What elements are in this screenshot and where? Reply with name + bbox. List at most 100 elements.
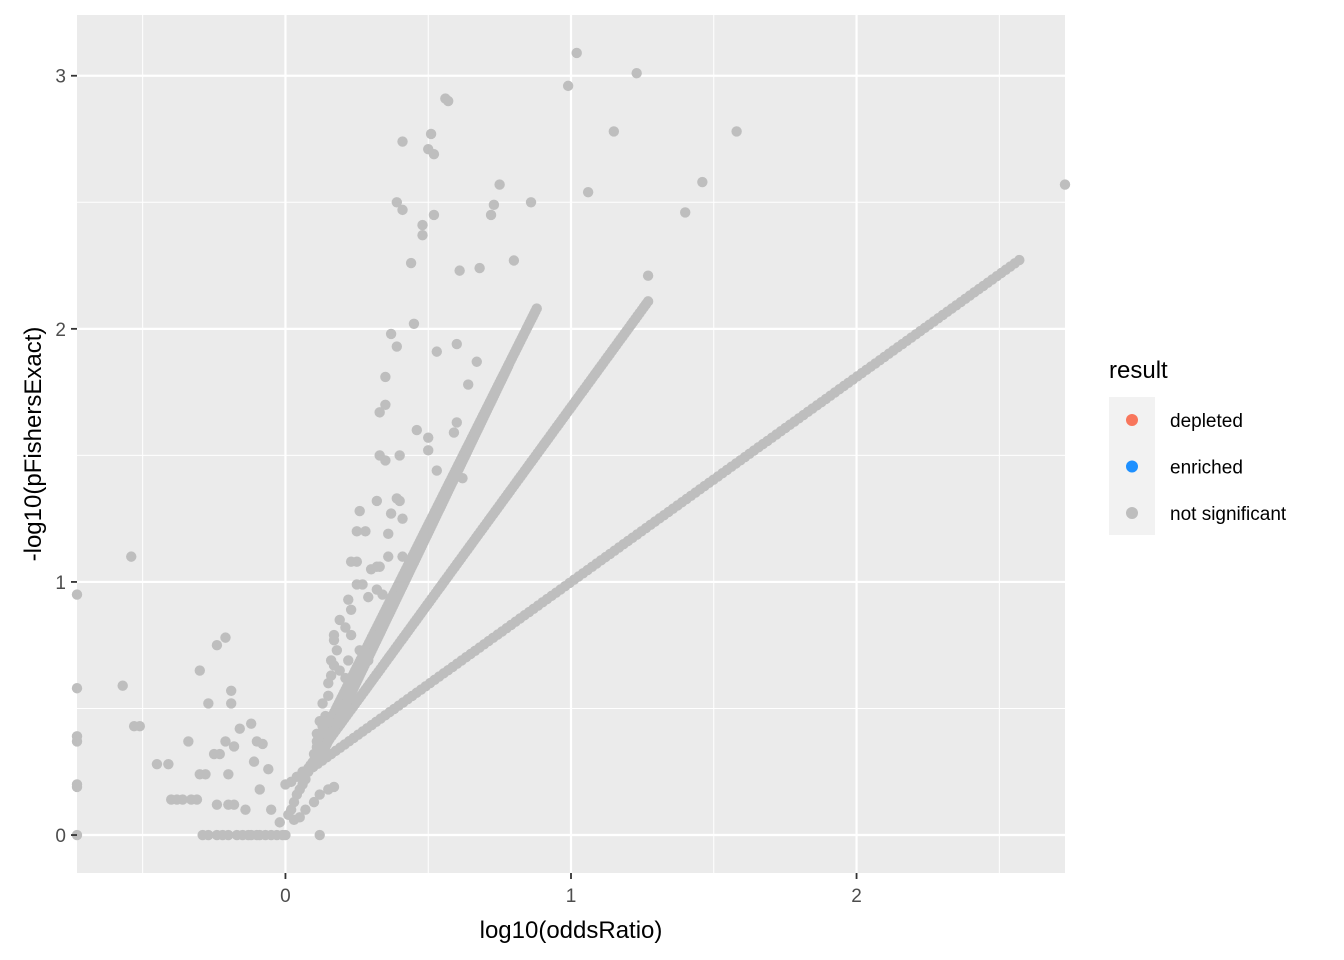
data-point xyxy=(405,257,417,269)
data-point xyxy=(220,736,231,747)
data-point xyxy=(451,338,462,350)
legend-key xyxy=(1126,414,1138,426)
data-point xyxy=(642,296,654,307)
data-point xyxy=(328,634,340,646)
data-point xyxy=(228,799,240,810)
data-point xyxy=(642,270,654,281)
data-point xyxy=(194,665,205,676)
y-tick-label: 2 xyxy=(55,320,66,341)
data-point xyxy=(345,629,357,641)
y-tick-label: 0 xyxy=(55,826,66,847)
data-point xyxy=(397,204,408,216)
data-point xyxy=(582,186,594,198)
data-point xyxy=(240,804,251,815)
data-point xyxy=(151,758,163,770)
data-point xyxy=(163,758,174,770)
data-point xyxy=(380,399,391,410)
data-point xyxy=(274,817,285,828)
y-axis: 0 1 2 3 xyxy=(55,67,77,847)
data-point xyxy=(408,318,420,329)
data-point xyxy=(203,698,214,709)
data-point xyxy=(214,748,225,760)
data-point xyxy=(294,812,305,823)
data-point xyxy=(340,622,351,633)
data-point xyxy=(263,764,274,775)
data-point xyxy=(351,579,363,590)
data-point xyxy=(448,427,460,438)
y-axis-title: -log10(pFishersExact) xyxy=(20,327,47,562)
data-point xyxy=(631,68,642,79)
data-point xyxy=(488,199,500,211)
x-tick-label: 0 xyxy=(280,886,291,907)
data-point xyxy=(417,229,428,241)
data-point xyxy=(423,445,434,456)
data-point xyxy=(428,209,440,221)
data-point xyxy=(331,645,343,656)
data-point xyxy=(280,829,291,841)
data-point xyxy=(71,589,83,600)
data-point xyxy=(223,829,234,841)
data-point xyxy=(314,829,325,841)
data-point xyxy=(334,665,345,676)
data-point xyxy=(365,564,377,575)
y-tick-label: 3 xyxy=(55,67,66,88)
data-point xyxy=(443,95,454,107)
data-point xyxy=(345,604,357,615)
data-point xyxy=(394,450,405,461)
y-tick-label: 1 xyxy=(55,573,66,594)
data-point xyxy=(211,799,223,810)
data-point xyxy=(345,556,357,567)
data-point xyxy=(280,779,291,790)
data-point xyxy=(71,781,83,793)
data-point xyxy=(191,794,203,805)
data-point xyxy=(391,197,403,208)
data-point xyxy=(317,698,328,709)
legend-label: not significant xyxy=(1170,504,1287,525)
data-point xyxy=(425,128,437,140)
data-point xyxy=(211,640,223,651)
legend-title: result xyxy=(1109,357,1168,384)
data-point xyxy=(697,176,708,188)
data-point xyxy=(200,769,211,780)
data-point xyxy=(343,655,354,666)
legend-label: depleted xyxy=(1170,411,1243,432)
data-point xyxy=(371,495,383,507)
data-point xyxy=(248,756,260,767)
data-point xyxy=(383,528,394,540)
data-point xyxy=(360,526,371,537)
data-point xyxy=(731,126,742,137)
data-point xyxy=(608,126,620,137)
data-point xyxy=(463,379,474,390)
data-point xyxy=(562,80,574,92)
data-point xyxy=(383,551,394,562)
data-point xyxy=(354,505,365,517)
data-point xyxy=(134,721,146,732)
data-point xyxy=(431,346,442,357)
data-point xyxy=(328,781,340,793)
data-point xyxy=(417,219,428,231)
data-point xyxy=(680,207,691,218)
x-tick-label: 1 xyxy=(566,886,577,907)
data-point xyxy=(323,690,334,702)
data-point xyxy=(474,262,485,274)
data-point xyxy=(451,417,462,428)
data-point xyxy=(308,796,320,808)
data-point xyxy=(265,804,277,815)
data-point xyxy=(323,677,334,689)
data-point xyxy=(374,407,385,418)
data-point xyxy=(183,736,194,747)
data-point xyxy=(431,465,442,476)
x-tick-label: 2 xyxy=(851,886,862,907)
legend-label: enriched xyxy=(1170,458,1243,479)
data-point xyxy=(117,680,128,691)
legend: result depleted enriched not significant xyxy=(1109,357,1287,535)
data-point xyxy=(394,495,405,507)
data-point xyxy=(508,255,520,266)
data-point xyxy=(411,424,423,436)
data-point xyxy=(397,513,408,524)
data-point xyxy=(571,47,582,59)
data-point xyxy=(502,360,514,372)
data-point xyxy=(531,303,542,314)
legend-items: depleted enriched not significant xyxy=(1126,411,1287,525)
